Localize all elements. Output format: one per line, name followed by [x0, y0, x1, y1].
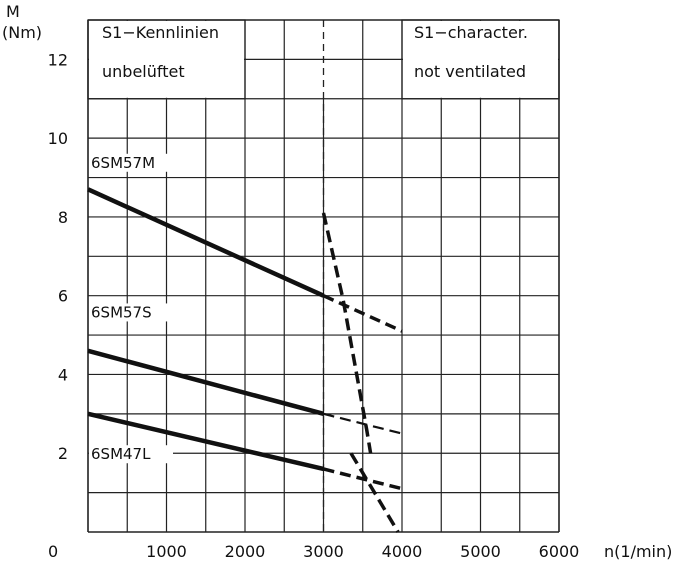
y-tick-4: 4 — [58, 365, 68, 384]
right-box-subtitle: not ventilated — [414, 62, 526, 81]
limit-curves — [321, 212, 400, 533]
y-tick-10: 10 — [48, 129, 68, 148]
series-label-bg — [89, 153, 173, 172]
y-tick-2: 2 — [58, 444, 68, 463]
x-tick-1000: 1000 — [146, 542, 187, 561]
x-axis-label: n(1/min) — [604, 542, 672, 561]
series-6sm57m-dashed — [322, 294, 403, 333]
series-6sm57s-solid — [87, 348, 325, 417]
series-6sm47l-solid — [87, 411, 325, 472]
x-tick-3000: 3000 — [303, 542, 344, 561]
limit-curve-2 — [349, 452, 400, 533]
y-tick-labels: 2 4 6 8 10 12 — [48, 50, 68, 463]
series-label-6sm57m: 6SM57M — [91, 154, 155, 172]
series-6sm57m-solid — [87, 187, 325, 298]
left-label-box-cover — [89, 21, 244, 98]
limit-curve-1 — [321, 212, 373, 454]
y-tick-8: 8 — [58, 208, 68, 227]
label-boxes: S1−Kennlinien unbelüftet S1−character. n… — [87, 19, 560, 100]
left-label-box — [87, 19, 246, 100]
x-tick-labels: 0 1000 2000 3000 4000 5000 6000 — [48, 542, 579, 561]
x-tick-2000: 2000 — [225, 542, 266, 561]
y-axis-label: M — [6, 2, 20, 21]
x-tick-4000: 4000 — [382, 542, 423, 561]
series-label-6sm47l: 6SM47L — [91, 445, 151, 463]
right-label-box-cover — [403, 21, 558, 98]
y-tick-12: 12 — [48, 50, 68, 69]
series-label-bg — [89, 303, 173, 322]
right-box-title: S1−character. — [414, 23, 528, 42]
series-6sm47l-dashed — [323, 467, 403, 491]
series-label-6sm57s: 6SM57S — [91, 303, 152, 321]
series-6sm57s-dashed — [323, 412, 403, 435]
y-tick-6: 6 — [58, 287, 68, 306]
left-box-title: S1−Kennlinien — [102, 23, 219, 42]
right-label-box — [401, 19, 560, 100]
series-label-bg — [89, 445, 173, 464]
x-tick-6000: 6000 — [539, 542, 580, 561]
x-tick-0: 0 — [48, 542, 58, 561]
y-axis-unit: (Nm) — [2, 23, 42, 42]
x-tick-5000: 5000 — [460, 542, 501, 561]
left-box-subtitle: unbelüftet — [102, 62, 185, 81]
series-group: 6SM57M 6SM57S 6SM47L — [87, 153, 403, 491]
